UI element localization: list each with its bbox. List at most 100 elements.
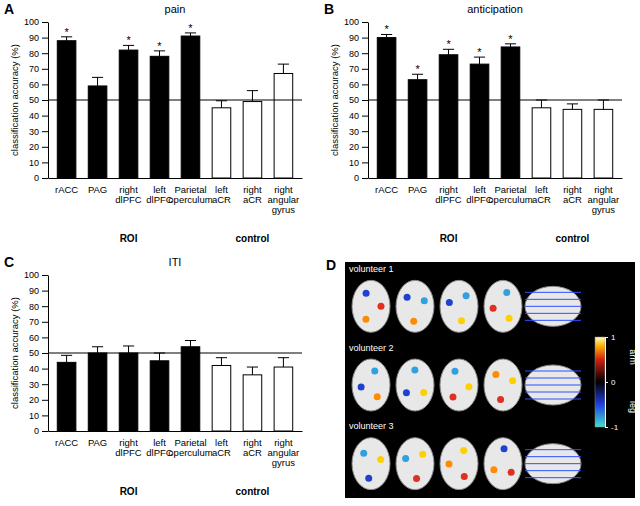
y-tick: 30 — [349, 127, 368, 137]
error-bar — [536, 100, 547, 108]
activation-blob — [492, 371, 499, 378]
y-tick-mark — [42, 400, 48, 401]
x-tick-label: rightaCR — [243, 184, 262, 205]
x-tick-label: rightangulargyrus — [588, 184, 620, 216]
x-tick-label: rightdlPFC — [115, 184, 142, 205]
y-tick-label: 40 — [349, 111, 359, 121]
x-tick: rightangulargyrus — [268, 431, 300, 468]
y-tick-mark — [42, 306, 48, 307]
error-bar-stem — [97, 347, 98, 353]
activation-blob — [497, 396, 504, 403]
activation-blob — [451, 368, 458, 375]
panel-label: C — [4, 254, 14, 270]
bar — [377, 38, 396, 178]
y-tick-label: 20 — [29, 142, 39, 152]
error-bar — [123, 346, 134, 353]
significance-marker: * — [477, 46, 482, 58]
error-bar-cap — [278, 357, 289, 358]
y-tick: 70 — [29, 317, 48, 327]
error-bar — [247, 367, 258, 375]
activation-blob — [358, 384, 365, 391]
x-tick: PAG — [408, 178, 427, 195]
x-tick-label: rightaCR — [563, 184, 582, 205]
y-tick-mark — [42, 337, 48, 338]
y-tick: 60 — [29, 80, 48, 90]
x-tick: rightaCR — [243, 431, 262, 458]
bar — [150, 56, 169, 178]
brain-slice — [440, 280, 478, 332]
x-tick: rightdlPFC — [435, 178, 462, 205]
colorbar-tick-mark — [605, 337, 608, 338]
bar — [563, 109, 582, 178]
activation-blob — [377, 456, 384, 463]
colorbar-axis: 10-1 — [605, 333, 619, 432]
y-tick-label: 70 — [349, 64, 359, 74]
x-tick-label: PAG — [408, 184, 427, 195]
chance-line — [48, 353, 302, 354]
x-tick: rightangulargyrus — [268, 178, 300, 215]
error-bar-cap — [247, 367, 258, 368]
colorbar-axis-line — [606, 338, 609, 428]
y-tick: 0 — [354, 173, 368, 183]
x-tick-label: rightdlPFC — [115, 437, 142, 458]
error-bar-stem — [159, 353, 160, 361]
y-tick-mark — [362, 131, 368, 132]
x-tick: rightdlPFC — [115, 178, 142, 205]
error-bar-stem — [97, 77, 98, 86]
group-label: ROI — [440, 233, 458, 244]
y-tick-mark — [362, 147, 368, 148]
y-tick-mark — [42, 53, 48, 54]
colorbar-tick-label: -1 — [611, 423, 619, 432]
y-tick: 50 — [29, 95, 48, 105]
activation-blob — [449, 393, 456, 400]
bar — [150, 361, 169, 431]
y-tick-mark — [42, 38, 48, 39]
y-tick-label: 10 — [29, 158, 39, 168]
bar — [212, 365, 231, 431]
error-bar-cap — [185, 340, 196, 341]
y-tick: 70 — [29, 64, 48, 74]
x-tick-label: rightdlPFC — [435, 184, 462, 205]
brain-slice — [352, 280, 390, 332]
x-tick-label: rightaCR — [243, 437, 262, 458]
y-tick-mark — [362, 100, 368, 101]
y-tick-mark — [362, 84, 368, 85]
y-axis: 0102030405060708090100 — [24, 17, 49, 183]
x-tick-label: leftaCR — [212, 437, 231, 458]
significance-marker: * — [508, 33, 513, 45]
activation-blob — [371, 368, 378, 375]
y-tick: 10 — [349, 158, 368, 168]
panel-d: Dvolunteer 1volunteer 2volunteer 310-1ar… — [326, 257, 638, 498]
y-tick-mark — [42, 162, 48, 163]
y-tick-mark — [42, 275, 48, 276]
x-tick: rightaCR — [243, 178, 262, 205]
significance-marker: * — [446, 38, 451, 50]
y-tick: 80 — [349, 49, 368, 59]
y-tick: 60 — [29, 333, 48, 343]
activation-blob — [362, 316, 369, 323]
bar — [274, 73, 293, 178]
x-tick: leftaCR — [212, 431, 231, 458]
y-tick-label: 50 — [349, 95, 359, 105]
slice-line — [525, 320, 581, 321]
activation-blob — [404, 294, 411, 301]
bar — [501, 47, 520, 178]
y-tick-label: 100 — [344, 17, 359, 27]
error-bar — [216, 358, 227, 366]
y-tick: 50 — [29, 348, 48, 358]
x-axis-line — [49, 178, 303, 179]
error-bar-cap — [61, 355, 72, 356]
brain-slice — [396, 359, 434, 411]
bar — [119, 353, 138, 431]
error-bar — [154, 353, 165, 361]
x-tick: PAG — [88, 178, 107, 195]
y-tick-label: 80 — [349, 49, 359, 59]
panel-label: B — [324, 1, 334, 17]
slice-line — [525, 378, 581, 379]
x-tick: Parietaloperculum — [488, 178, 532, 205]
error-bar — [92, 347, 103, 353]
significance-marker: * — [188, 22, 193, 34]
y-tick-label: 60 — [29, 333, 39, 343]
y-tick-label: 30 — [29, 380, 39, 390]
significance-marker: * — [384, 23, 389, 35]
